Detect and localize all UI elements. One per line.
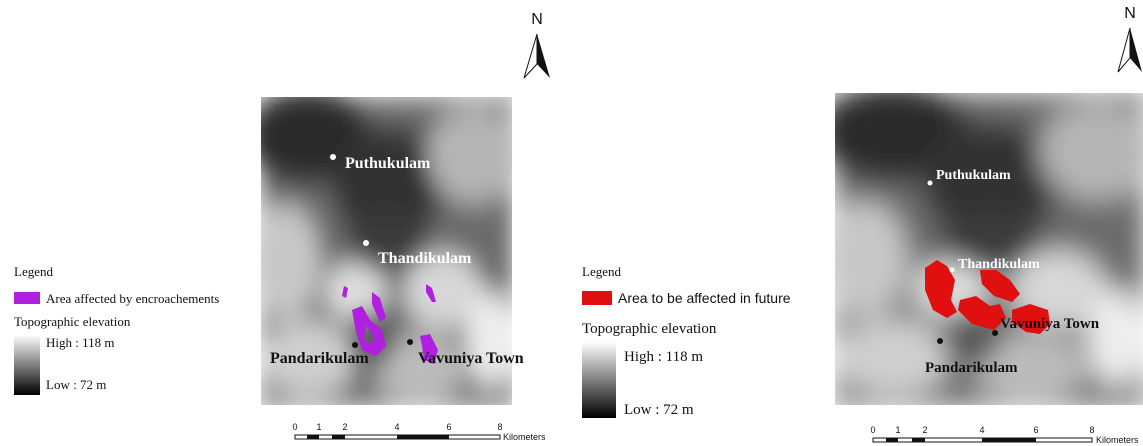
legend-swatch <box>14 292 40 304</box>
elevation-low: Low : 72 m <box>624 402 694 418</box>
place-label: Puthukulam <box>345 155 431 172</box>
elevation-map <box>816 83 1143 406</box>
elevation-high: High : 118 m <box>46 335 115 350</box>
legend-title: Legend <box>14 264 53 279</box>
scale-label: 0 <box>870 425 875 435</box>
legend-subtitle: Topographic elevation <box>14 314 131 329</box>
place-label: Vavuniya Town <box>1000 316 1100 332</box>
scale-label: 4 <box>394 422 399 432</box>
legend-swatch <box>582 291 612 305</box>
legend-item: Area to be affected in future <box>618 290 791 306</box>
scale-label: 8 <box>497 422 502 432</box>
scale-label: 6 <box>446 422 451 432</box>
place-label: Puthukulam <box>936 168 1011 183</box>
north-label: N <box>531 11 543 28</box>
figure: Puthukulam Thandikulam Pandarikulam Vavu… <box>0 0 1143 446</box>
scale-unit: Kilometers <box>503 432 546 442</box>
scale-label: 6 <box>1033 425 1038 435</box>
elevation-low: Low : 72 m <box>46 377 106 392</box>
elevation-high: High : 118 m <box>624 349 703 365</box>
legend-item: Area affected by encroachements <box>46 291 219 306</box>
scale-unit: Kilometers <box>1096 435 1139 445</box>
place-label: Pandarikulam <box>925 360 1018 376</box>
place-label: Thandikulam <box>378 250 472 267</box>
legend-title: Legend <box>582 264 621 279</box>
scale-label: 8 <box>1089 425 1094 435</box>
legend-subtitle: Topographic elevation <box>582 321 717 337</box>
place-label: Vavuniya Town <box>418 350 524 367</box>
elevation-ramp <box>14 335 40 395</box>
scale-bar <box>873 438 1092 442</box>
scale-label: 2 <box>922 425 927 435</box>
page: Puthukulam Thandikulam Pandarikulam Vavu… <box>0 0 1143 446</box>
scale-bar <box>295 435 500 439</box>
north-label: N <box>1124 5 1136 22</box>
place-label: Thandikulam <box>958 257 1040 272</box>
scale-label: 1 <box>895 425 900 435</box>
north-arrow <box>524 34 550 78</box>
scale-label: 4 <box>979 425 984 435</box>
scale-label: 0 <box>292 422 297 432</box>
place-label: Pandarikulam <box>270 350 369 367</box>
scale-label: 2 <box>342 422 347 432</box>
scale-label: 1 <box>316 422 321 432</box>
north-arrow <box>1118 28 1142 72</box>
elevation-ramp <box>582 342 616 418</box>
